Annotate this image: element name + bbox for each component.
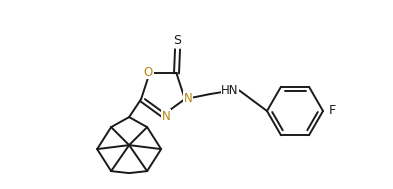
- Text: N: N: [184, 92, 192, 105]
- Text: F: F: [329, 105, 336, 118]
- Text: O: O: [144, 66, 153, 79]
- Text: HN: HN: [221, 84, 239, 97]
- Text: N: N: [162, 109, 171, 122]
- Text: S: S: [174, 34, 182, 47]
